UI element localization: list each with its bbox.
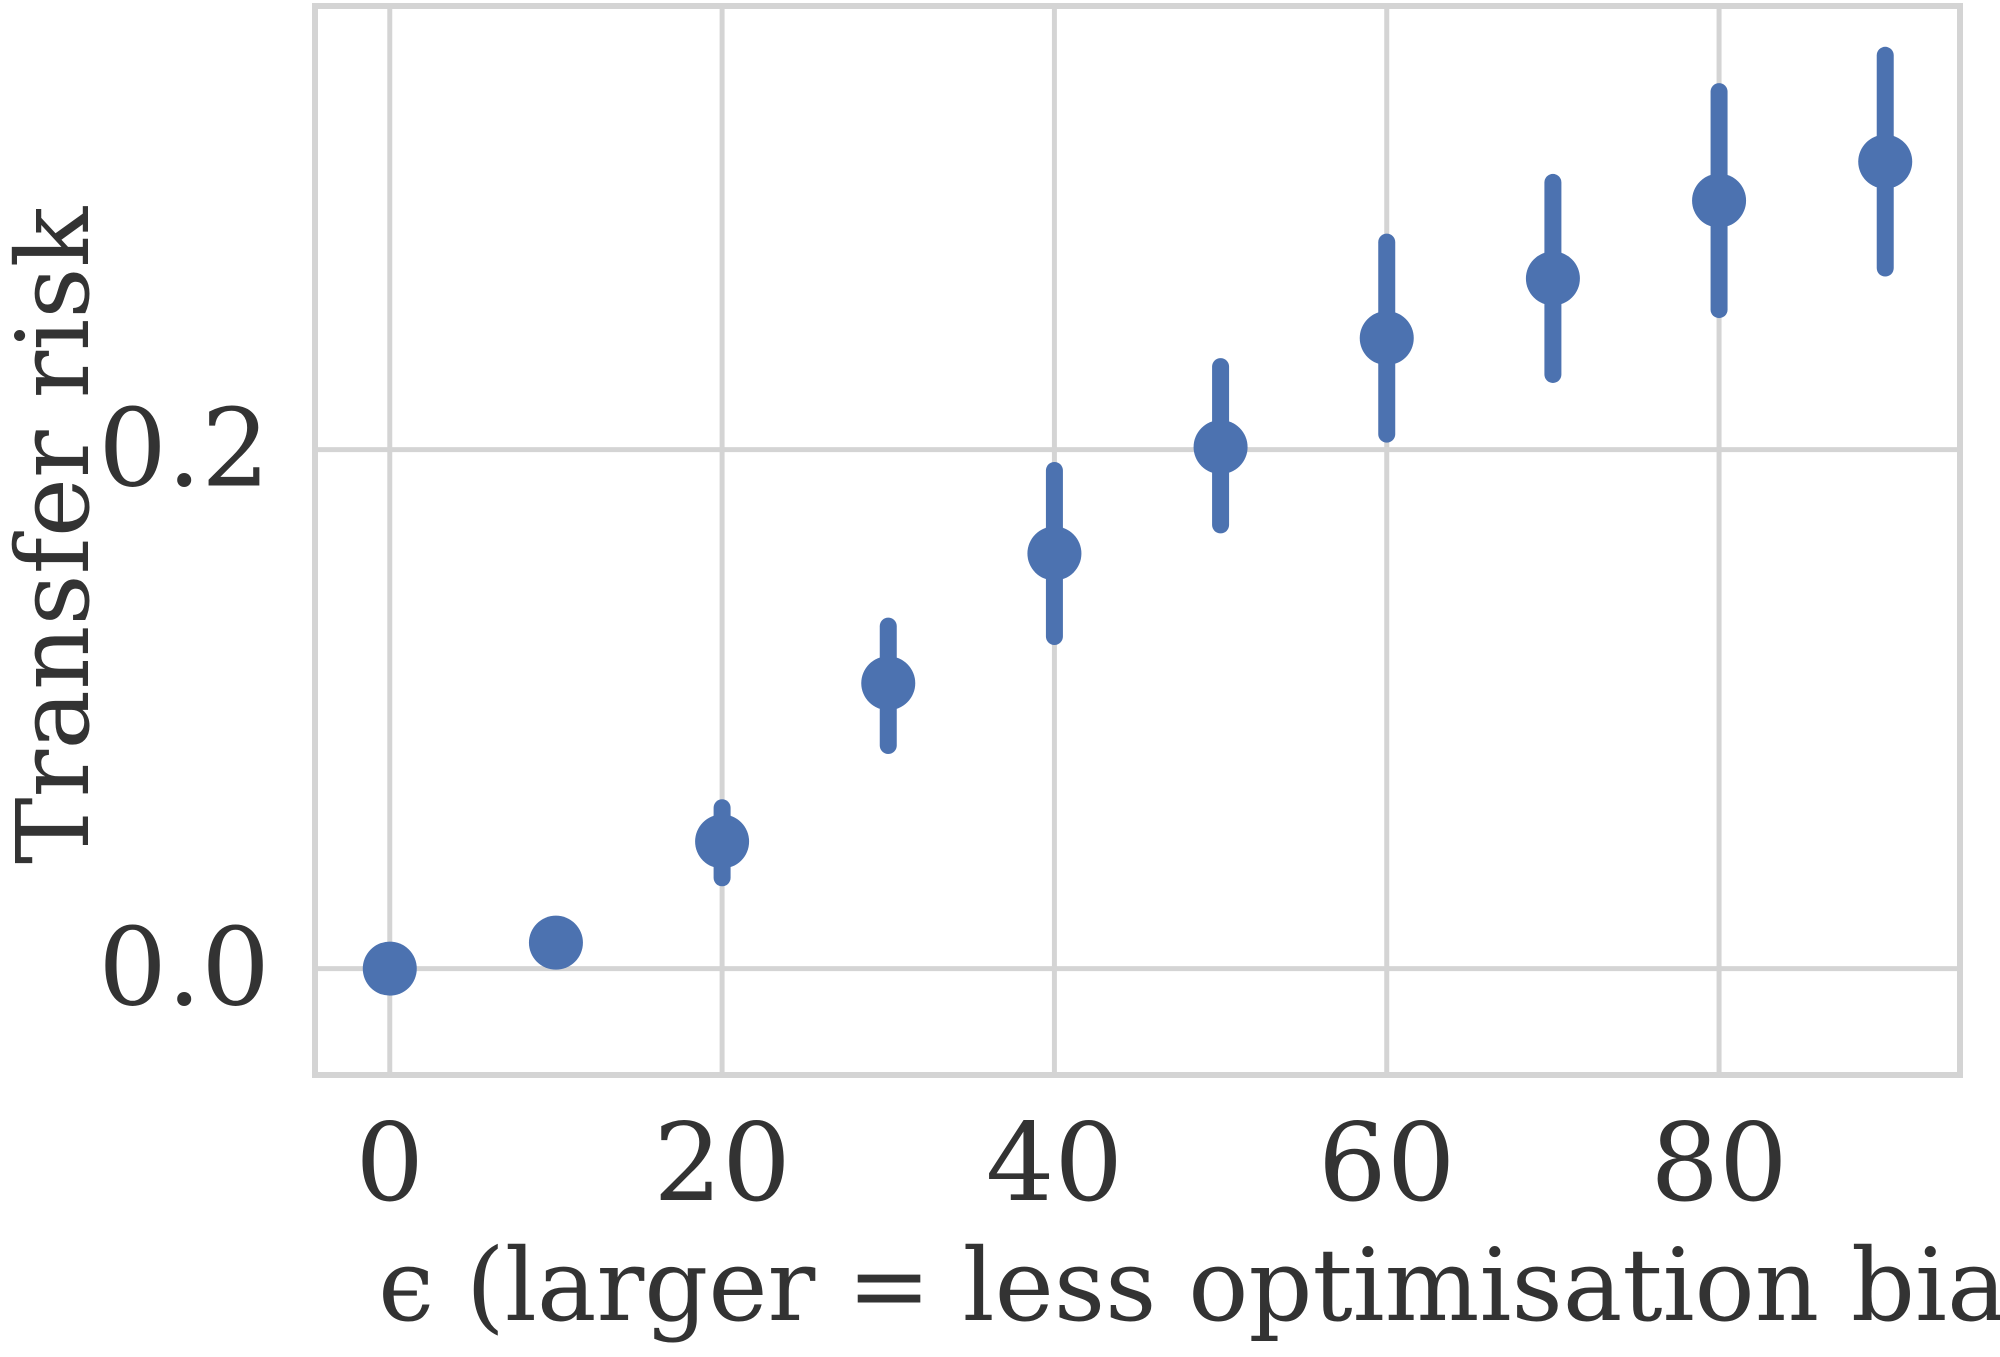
data-point bbox=[861, 656, 916, 711]
data-point bbox=[1692, 173, 1747, 228]
data-point bbox=[1858, 134, 1913, 189]
x-tick-label: 60 bbox=[1318, 1101, 1455, 1226]
data-point bbox=[1525, 251, 1580, 306]
y-tick-label: 0.0 bbox=[98, 906, 270, 1031]
data-point bbox=[1027, 526, 1082, 581]
data-point bbox=[362, 941, 417, 996]
y-tick-label: 0.2 bbox=[98, 387, 270, 512]
x-tick-label: 0 bbox=[355, 1101, 424, 1226]
data-point bbox=[528, 915, 583, 970]
x-tick-label: 80 bbox=[1650, 1101, 1787, 1226]
x-tick-label: 40 bbox=[986, 1101, 1123, 1226]
data-point bbox=[1359, 311, 1414, 366]
x-tick-label: 20 bbox=[653, 1101, 790, 1226]
x-axis-label: ϵ (larger = less optimisation bias) bbox=[378, 1227, 2000, 1344]
data-point bbox=[1193, 420, 1248, 475]
points-layer bbox=[362, 134, 1913, 996]
plot-frame bbox=[312, 3, 1963, 1078]
data-point bbox=[695, 814, 750, 869]
y-axis-label: Transfer risk bbox=[0, 205, 112, 864]
tick-labels-layer: 0 20 40 60 80 0.0 0.2 bbox=[98, 387, 1788, 1226]
